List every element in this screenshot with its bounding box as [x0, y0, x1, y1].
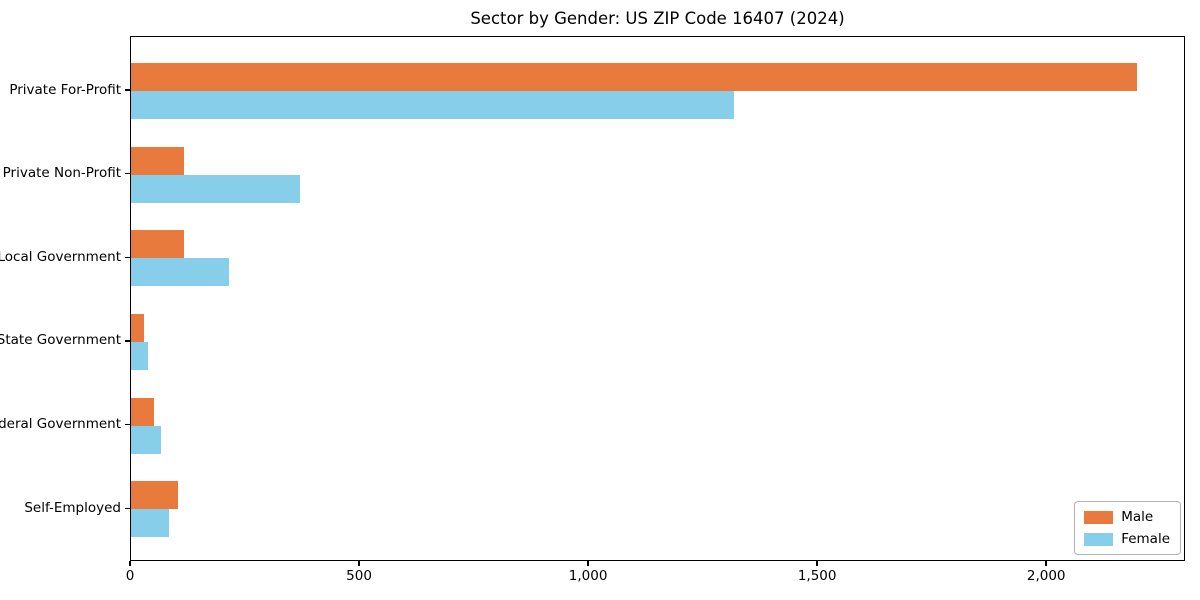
- y-tick-private-for-profit: [125, 89, 130, 91]
- y-axis-label-private-non-profit: Private Non-Profit: [2, 165, 121, 182]
- bar-male-federal-government: [131, 397, 155, 426]
- legend-entry-male: Male: [1084, 509, 1170, 525]
- x-tick-1000: [587, 561, 589, 566]
- y-axis-label-private-for-profit: Private For-Profit: [9, 81, 121, 98]
- legend-entry-female: Female: [1084, 531, 1170, 547]
- bar-female-federal-government: [131, 425, 162, 454]
- bar-female-state-government: [131, 341, 149, 370]
- bar-male-private-for-profit: [131, 63, 1137, 91]
- x-tick-1500: [816, 561, 818, 566]
- x-axis-label-0: 0: [125, 568, 135, 584]
- chart-title: Sector by Gender: US ZIP Code 16407 (202…: [470, 9, 845, 28]
- x-tick-0: [129, 561, 131, 566]
- y-tick-private-non-profit: [125, 172, 130, 175]
- x-axis-label-500: 500: [346, 568, 372, 584]
- y-axis-label-self-employed: Self-Employed: [24, 499, 121, 516]
- legend-label-male: Male: [1121, 509, 1154, 525]
- legend-swatch-male-icon: [1084, 510, 1114, 524]
- legend-label-female: Female: [1121, 531, 1170, 547]
- y-axis-label-federal-government: Federal Government: [0, 416, 121, 433]
- plot-area: [130, 36, 1185, 561]
- x-axis-label-1000: 1,000: [568, 568, 608, 584]
- bar-male-local-government: [131, 230, 185, 259]
- bar-male-state-government: [131, 313, 145, 342]
- bar-male-private-non-profit: [131, 146, 184, 175]
- y-tick-federal-government: [125, 423, 130, 426]
- bar-female-private-for-profit: [131, 91, 734, 119]
- x-tick-2000: [1045, 561, 1047, 566]
- legend-swatch-female-icon: [1084, 532, 1114, 546]
- bar-female-self-employed: [131, 509, 170, 538]
- y-tick-local-government: [125, 256, 130, 259]
- x-tick-500: [358, 561, 360, 566]
- y-tick-self-employed: [125, 507, 130, 510]
- bar-female-private-non-profit: [131, 174, 301, 203]
- y-tick-state-government: [125, 340, 130, 342]
- bar-female-local-government: [131, 258, 229, 287]
- bar-male-self-employed: [131, 481, 178, 510]
- x-axis-label-2000: 2,000: [1026, 568, 1066, 584]
- y-axis-label-local-government: Local Government: [0, 248, 121, 265]
- y-axis-label-state-government: State Government: [0, 332, 121, 349]
- legend: Male Female: [1074, 501, 1181, 555]
- x-axis-label-1500: 1,500: [797, 568, 837, 584]
